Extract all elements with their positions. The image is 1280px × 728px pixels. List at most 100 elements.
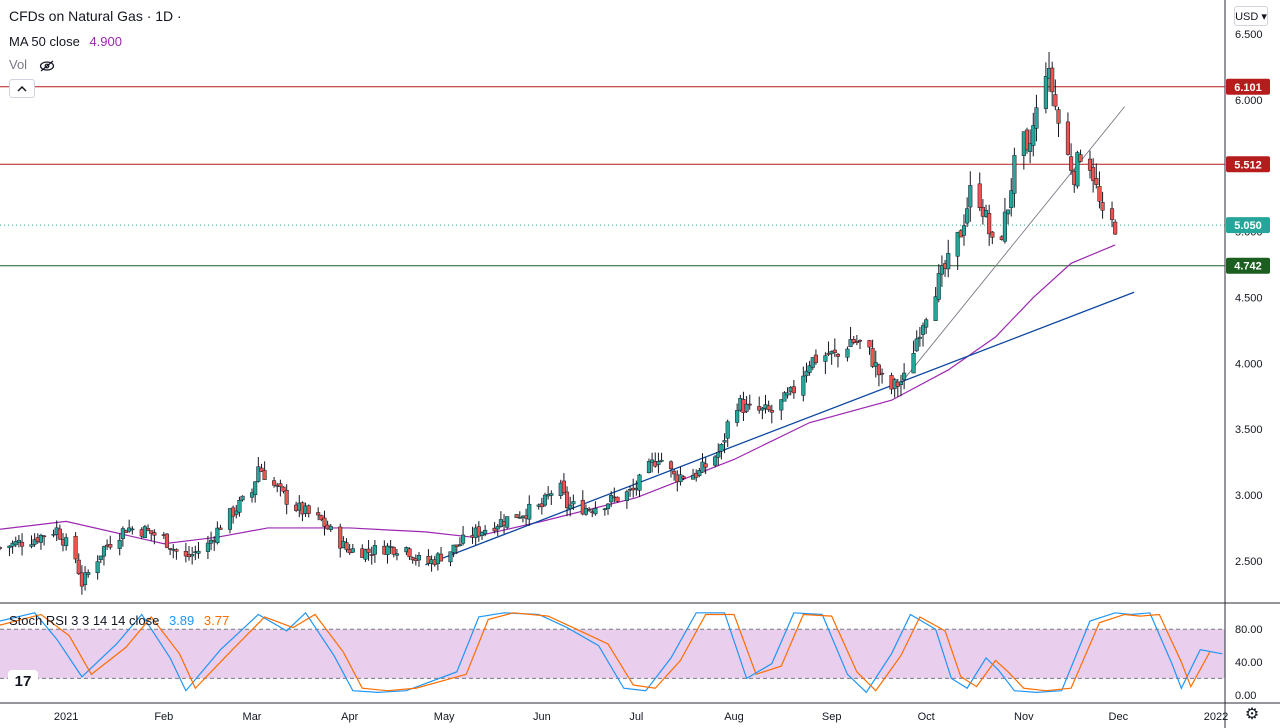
candle-up (779, 399, 784, 411)
candle-down (319, 515, 324, 521)
price-tick-label: 4.500 (1235, 293, 1263, 305)
candle-up (64, 537, 69, 547)
candle-up (350, 548, 355, 553)
price-tick-label: 6.500 (1235, 29, 1263, 41)
stoch-label: Stoch RSI 3 3 14 14 close (9, 613, 160, 628)
candle-down (1097, 186, 1102, 202)
candle-up (1043, 76, 1048, 109)
candle-up (924, 319, 929, 328)
candle-up (328, 526, 333, 530)
candle-down (0, 547, 3, 549)
stoch-d-value: 3.77 (203, 613, 230, 628)
candle-down (369, 554, 374, 556)
time-tick-label: Jul (629, 711, 643, 723)
candle-down (587, 509, 592, 511)
candle-down (1069, 156, 1074, 171)
trend-line-thin (903, 106, 1125, 380)
ma-legend[interactable]: MA 50 close 4.900 (9, 34, 122, 49)
candle-down (1091, 167, 1096, 181)
candle-up (659, 459, 664, 462)
candle-down (76, 559, 81, 575)
candle-down (747, 403, 752, 406)
candle-up (716, 451, 721, 458)
candle-up (16, 540, 21, 544)
candle-down (152, 532, 157, 536)
candle-up (117, 539, 122, 549)
candle-up (624, 491, 629, 501)
time-tick-label: Feb (154, 711, 173, 723)
price-tick-label: 3.000 (1235, 490, 1263, 502)
candle-up (917, 336, 922, 339)
candle-down (281, 486, 286, 492)
candle-up (190, 554, 195, 557)
level-label-resistance-1: 6.101 (1234, 82, 1262, 94)
stoch-legend[interactable]: Stoch RSI 3 3 14 14 close 3.89 3.77 (9, 613, 229, 628)
chart-title[interactable]: CFDs on Natural Gas · 1D · (9, 8, 182, 24)
candle-down (272, 480, 277, 486)
candle-down (42, 535, 47, 538)
candle-up (363, 549, 368, 560)
time-tick-label: Oct (918, 711, 935, 723)
candle-down (183, 551, 188, 557)
ma-value: 4.900 (89, 34, 122, 49)
currency-selector[interactable]: USD ▾ (1234, 6, 1268, 26)
candle-up (457, 544, 462, 547)
time-tick-label: Nov (1014, 711, 1034, 723)
vol-label: Vol (9, 57, 28, 72)
price-tick-label: 6.000 (1235, 95, 1263, 107)
candle-down (438, 553, 444, 562)
candle-down (492, 527, 497, 532)
stoch-band-fill (0, 629, 1225, 679)
collapse-legend-button[interactable] (9, 79, 35, 98)
candle-up (95, 561, 100, 574)
candle-down (514, 514, 519, 518)
candle-up (914, 338, 919, 352)
candle-down (1087, 158, 1093, 171)
stoch-k-value: 3.89 (168, 613, 195, 628)
candle-down (769, 410, 774, 413)
candle-up (807, 365, 812, 373)
symbol-title[interactable]: CFDs on Natural Gas · 1D · (9, 8, 182, 24)
candle-up (760, 407, 765, 411)
ma-50-line (0, 244, 1116, 545)
candle-up (933, 296, 938, 321)
candle-down (561, 480, 566, 494)
candle-down (174, 549, 179, 552)
candle-down (615, 496, 620, 502)
candle-up (461, 534, 466, 544)
candle-up (722, 440, 727, 443)
candle-up (98, 555, 103, 561)
stoch-band (0, 628, 1225, 679)
vol-legend[interactable]: Vol (9, 57, 55, 72)
candle-down (322, 517, 327, 527)
candlesticks (0, 52, 1118, 595)
candle-down (1050, 67, 1055, 93)
gear-icon[interactable]: ⚙ (1244, 706, 1260, 723)
time-tick-label: Dec (1109, 711, 1129, 723)
candle-down (146, 528, 151, 531)
tradingview-logo[interactable]: 17 (8, 670, 38, 692)
candle-down (857, 340, 863, 342)
candle-down (703, 463, 708, 468)
candle-up (873, 362, 878, 367)
candle-up (527, 503, 532, 520)
candle-up (32, 539, 37, 545)
stoch-k-line (0, 611, 1223, 694)
candle-down (832, 349, 837, 353)
time-tick-label: Jun (533, 711, 551, 723)
candle-up (542, 494, 548, 506)
candle-down (259, 467, 264, 472)
candle-down (338, 526, 343, 549)
candle-down (476, 526, 481, 537)
eye-crossed-icon[interactable] (39, 60, 55, 72)
candle-up (785, 392, 790, 396)
time-tick-label: Sep (822, 711, 842, 723)
candle-up (911, 353, 916, 374)
candle-down (1065, 121, 1070, 155)
candle-down (813, 354, 818, 363)
candle-up (451, 544, 456, 553)
time-tick-label: 2022 (1204, 711, 1228, 723)
candle-down (851, 338, 856, 343)
